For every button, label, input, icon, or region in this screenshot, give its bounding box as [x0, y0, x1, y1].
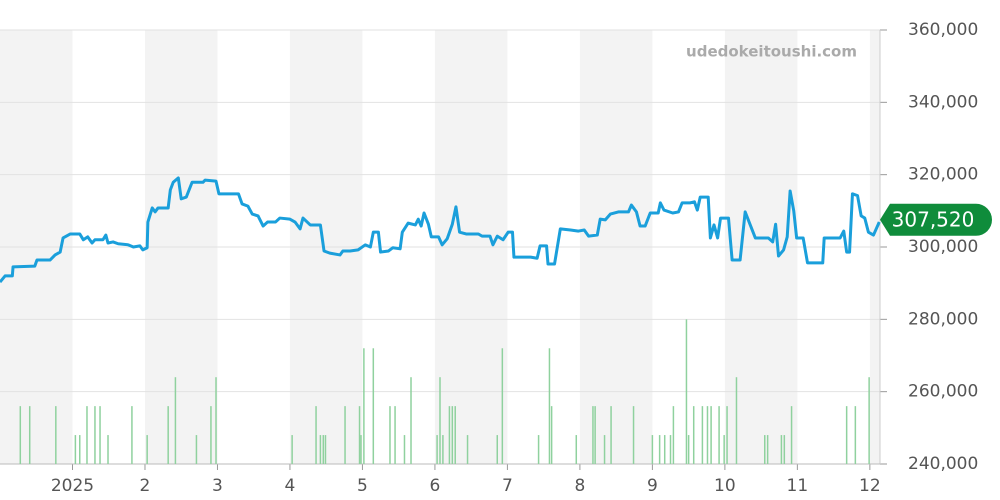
x-tick-label: 8 — [574, 476, 585, 496]
y-tick-label: 240,000 — [908, 454, 978, 474]
x-tick-label: 4 — [285, 476, 296, 496]
last-value-badge — [880, 203, 992, 236]
x-tick-label: 9 — [647, 476, 658, 496]
last-value-label: 307,520 — [892, 207, 975, 231]
y-tick-label: 360,000 — [908, 20, 978, 40]
x-tick-label: 5 — [357, 476, 368, 496]
x-tick-label: 12 — [859, 476, 881, 496]
watermark: udedokeitoushi.com — [686, 43, 857, 61]
price-line — [0, 176, 881, 284]
x-tick-label: 7 — [502, 476, 513, 496]
y-tick-label: 320,000 — [908, 165, 978, 185]
y-tick-label: 260,000 — [908, 382, 978, 402]
y-tick-label: 300,000 — [908, 237, 978, 257]
x-tick-label: 2 — [140, 476, 151, 496]
y-tick-label: 340,000 — [908, 92, 978, 112]
x-tick-label: 10 — [714, 476, 736, 496]
x-tick-label: 3 — [212, 476, 223, 496]
x-tick-label: 6 — [430, 476, 441, 496]
x-tick-label: 2025 — [51, 476, 94, 496]
y-tick-label: 280,000 — [908, 309, 978, 329]
x-tick-label: 11 — [787, 476, 809, 496]
